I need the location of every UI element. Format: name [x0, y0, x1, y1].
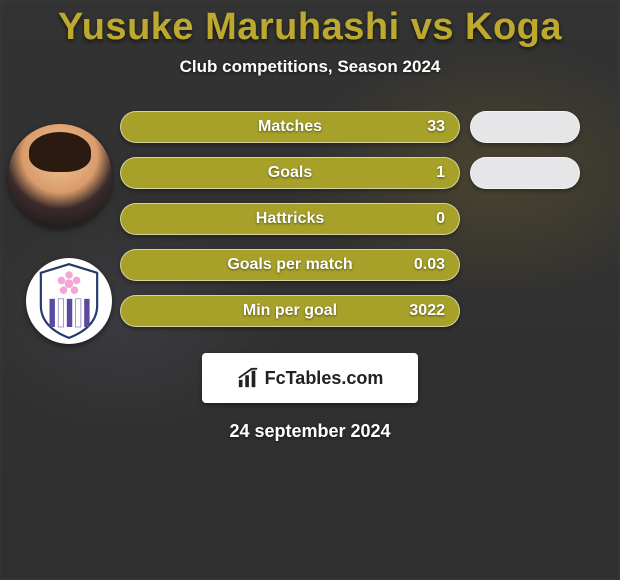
club-crest — [26, 258, 112, 344]
stat-label: Goals per match — [227, 256, 352, 274]
stat-row: Hattricks 0 — [20, 203, 600, 235]
title-text: Yusuke Maruhashi vs Koga — [58, 6, 562, 48]
stat-left-pill: Hattricks 0 — [120, 203, 460, 235]
stat-label: Goals — [268, 164, 312, 182]
stat-left-pill: Goals 1 — [120, 157, 460, 189]
subtitle: Club competitions, Season 2024 — [0, 57, 620, 77]
stat-label: Matches — [258, 118, 322, 136]
stat-value-left: 33 — [427, 118, 445, 136]
stat-row: Goals per match 0.03 — [20, 249, 600, 281]
crest-icon — [36, 262, 102, 340]
stat-value-left: 0.03 — [414, 256, 445, 274]
stat-value-left: 0 — [436, 210, 445, 228]
brand-box: FcTables.com — [202, 353, 418, 403]
page-title: Yusuke Maruhashi vs Koga — [0, 0, 620, 49]
date-text: 24 september 2024 — [0, 421, 620, 442]
brand-text: FcTables.com — [265, 368, 384, 389]
stat-left-pill: Min per goal 3022 — [120, 295, 460, 327]
stat-left-pill: Matches 33 — [120, 111, 460, 143]
stat-label: Hattricks — [256, 210, 324, 228]
chart-icon — [237, 367, 259, 389]
stat-right-pill — [470, 111, 580, 143]
content-root: { "title": { "text": "Yusuke Maruhashi v… — [0, 0, 620, 580]
player-photo — [8, 124, 112, 228]
stat-right-pill — [470, 157, 580, 189]
stat-row: Matches 33 — [20, 111, 600, 143]
stat-label: Min per goal — [243, 302, 337, 320]
stat-value-left: 3022 — [409, 302, 445, 320]
stat-value-left: 1 — [436, 164, 445, 182]
stat-left-pill: Goals per match 0.03 — [120, 249, 460, 281]
